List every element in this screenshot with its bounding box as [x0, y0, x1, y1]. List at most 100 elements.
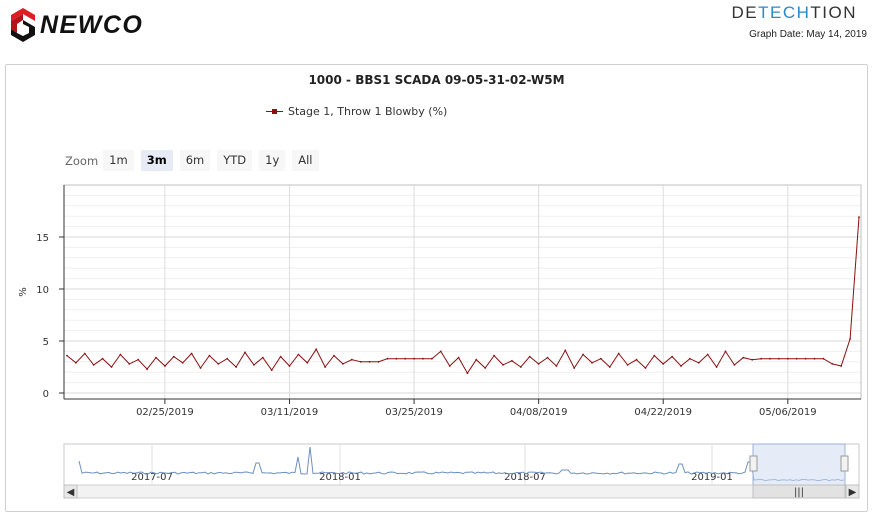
series-point[interactable]: [680, 365, 682, 367]
series-point[interactable]: [155, 356, 157, 359]
series-point[interactable]: [751, 358, 754, 361]
series-point[interactable]: [493, 354, 495, 357]
series-point[interactable]: [83, 352, 86, 355]
series-point[interactable]: [475, 358, 478, 361]
series-point[interactable]: [386, 357, 389, 360]
series-point[interactable]: [244, 351, 246, 354]
series-point[interactable]: [769, 357, 771, 360]
series-point[interactable]: [137, 358, 140, 361]
series-point[interactable]: [608, 366, 611, 368]
series-point[interactable]: [457, 356, 460, 359]
series-point[interactable]: [164, 365, 166, 367]
series-point[interactable]: [279, 355, 282, 358]
series-point[interactable]: [333, 354, 335, 357]
series-point[interactable]: [181, 361, 184, 364]
navigator-right-handle[interactable]: [840, 455, 849, 472]
series-point[interactable]: [217, 363, 220, 365]
series-point[interactable]: [617, 352, 620, 355]
zoom-3m-button[interactable]: 3m: [140, 150, 173, 171]
series-point[interactable]: [653, 354, 656, 357]
series-point[interactable]: [119, 353, 122, 356]
series-point[interactable]: [395, 357, 398, 360]
series-point[interactable]: [635, 358, 638, 361]
series-point[interactable]: [831, 363, 834, 365]
series-point[interactable]: [306, 361, 309, 364]
series-point[interactable]: [778, 357, 780, 360]
series-point[interactable]: [555, 365, 558, 367]
series-point[interactable]: [190, 352, 193, 355]
series-point[interactable]: [235, 366, 238, 368]
series-point[interactable]: [573, 367, 576, 369]
series-point[interactable]: [786, 357, 789, 360]
series-point[interactable]: [261, 356, 264, 359]
series-point[interactable]: [101, 357, 104, 360]
series-point[interactable]: [172, 355, 175, 358]
legend-item[interactable]: Stage 1, Throw 1 Blowby (%): [266, 105, 447, 118]
series-point[interactable]: [600, 357, 602, 360]
series-point[interactable]: [422, 357, 424, 360]
zoom-1y-button[interactable]: 1y: [259, 150, 286, 171]
series-point[interactable]: [324, 366, 326, 368]
series-point[interactable]: [110, 366, 113, 368]
series-point[interactable]: [342, 363, 344, 365]
series-point[interactable]: [253, 364, 255, 366]
series-point[interactable]: [822, 357, 825, 360]
series-point[interactable]: [519, 366, 522, 368]
series-point[interactable]: [537, 363, 540, 365]
series-point[interactable]: [484, 367, 487, 369]
series-point[interactable]: [297, 353, 300, 356]
series-point[interactable]: [528, 355, 531, 358]
series-point[interactable]: [795, 357, 798, 360]
series-point[interactable]: [288, 365, 291, 367]
series-point[interactable]: [66, 354, 68, 357]
series-point[interactable]: [226, 357, 229, 360]
series-point[interactable]: [591, 361, 593, 364]
series-point[interactable]: [75, 361, 77, 364]
scrollbar-right-button[interactable]: [845, 484, 860, 499]
series-point[interactable]: [742, 356, 745, 359]
series-point[interactable]: [404, 357, 407, 360]
series-point[interactable]: [270, 369, 273, 371]
series-point[interactable]: [715, 366, 718, 368]
series-point[interactable]: [671, 355, 673, 358]
series-point[interactable]: [359, 360, 362, 363]
series-line[interactable]: [66, 217, 860, 375]
series-point[interactable]: [849, 338, 851, 340]
series-point[interactable]: [368, 360, 371, 363]
series-point[interactable]: [760, 357, 762, 360]
series-point[interactable]: [92, 364, 95, 366]
series-point[interactable]: [697, 361, 700, 364]
zoom-1m-button[interactable]: 1m: [103, 150, 134, 171]
navigator-selected-range[interactable]: [752, 443, 846, 486]
scrollbar-left-button[interactable]: [63, 484, 78, 499]
series-point[interactable]: [626, 364, 629, 366]
scrollbar-thumb[interactable]: [752, 484, 846, 499]
series-point[interactable]: [858, 216, 860, 219]
series-point[interactable]: [146, 368, 149, 370]
zoom-6m-button[interactable]: 6m: [179, 150, 211, 171]
series-point[interactable]: [315, 348, 318, 351]
series-point[interactable]: [564, 349, 567, 352]
series-point[interactable]: [644, 367, 647, 369]
zoom-all-button[interactable]: All: [292, 150, 319, 171]
navigator-left-handle[interactable]: [749, 455, 758, 472]
series-point[interactable]: [350, 358, 353, 361]
series-point[interactable]: [706, 353, 709, 356]
series-point[interactable]: [582, 353, 584, 356]
series-point[interactable]: [840, 365, 843, 367]
series-point[interactable]: [128, 363, 131, 365]
series-point[interactable]: [662, 363, 665, 365]
series-point[interactable]: [689, 357, 691, 360]
series-point[interactable]: [413, 357, 415, 360]
series-point[interactable]: [466, 372, 469, 375]
series-point[interactable]: [208, 354, 211, 357]
scrollbar-track[interactable]: [63, 484, 860, 499]
series-point[interactable]: [448, 365, 451, 367]
series-point[interactable]: [813, 357, 816, 360]
series-point[interactable]: [439, 350, 442, 353]
series-point[interactable]: [724, 350, 727, 353]
series-point[interactable]: [377, 360, 380, 363]
series-point[interactable]: [199, 367, 202, 369]
series-point[interactable]: [431, 357, 433, 360]
series-point[interactable]: [546, 356, 549, 359]
